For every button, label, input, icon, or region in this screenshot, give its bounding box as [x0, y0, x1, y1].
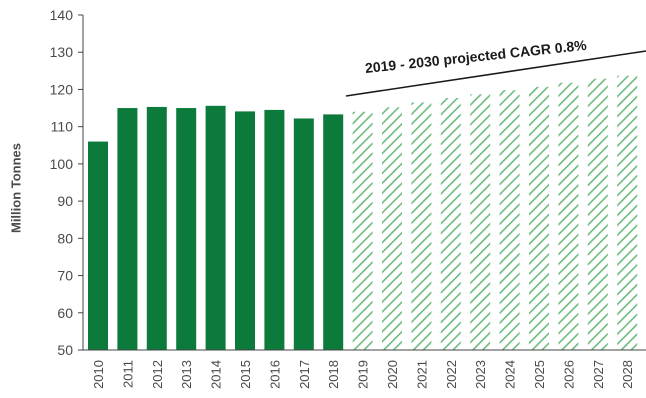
y-tick-label: 80 — [57, 230, 73, 246]
y-tick-label: 70 — [57, 268, 73, 284]
x-tick-label: 2016 — [267, 360, 282, 389]
y-axis: 50 60 70 80 90 100 110 120 130 140 — [50, 7, 84, 358]
bar-projected — [352, 111, 373, 351]
x-tick-label: 2018 — [326, 360, 341, 389]
bar-projected — [587, 78, 608, 351]
x-tick-label: 2024 — [503, 360, 518, 389]
bar-projected — [558, 82, 579, 350]
bar-projected — [499, 90, 520, 350]
x-tick-label: 2023 — [473, 360, 488, 389]
bar-projected — [470, 94, 491, 351]
x-tick-label: 2010 — [91, 360, 106, 389]
bar-projected — [382, 107, 402, 350]
cagr-trend-line — [345, 50, 646, 97]
bar-actual — [205, 105, 226, 350]
bar-projected — [440, 98, 461, 350]
x-tick-label: 2028 — [620, 360, 635, 389]
bar-actual — [235, 111, 255, 351]
x-tick-label: 2027 — [591, 360, 606, 389]
x-tick-label: 2017 — [297, 360, 312, 389]
y-tick-label: 50 — [57, 342, 73, 358]
y-tick-label: 130 — [50, 44, 74, 60]
x-tick-label: 2012 — [150, 360, 165, 389]
x-tick-label: 2013 — [179, 360, 194, 389]
x-tick-label: 2021 — [414, 360, 429, 389]
bar-actual — [117, 108, 138, 350]
bar-actual — [323, 114, 344, 350]
x-tick-label: 2022 — [444, 360, 459, 389]
y-tick-label: 100 — [50, 156, 74, 172]
y-tick-label: 120 — [50, 81, 74, 97]
bars — [88, 75, 638, 351]
bar-actual — [88, 141, 108, 350]
bar-actual — [264, 109, 285, 351]
y-tick-label: 140 — [50, 7, 74, 23]
bar-actual — [146, 106, 167, 350]
y-tick-label: 60 — [57, 305, 73, 321]
bar-projected — [529, 86, 549, 350]
x-tick-label: 2020 — [385, 360, 400, 389]
bar-actual — [176, 108, 197, 350]
x-axis: 2010 2011 2012 2013 2014 2015 2016 2017 2018 2019… — [83, 349, 646, 389]
x-tick-label: 2014 — [209, 360, 224, 389]
bar-projected — [411, 102, 432, 350]
bar-projected — [617, 75, 638, 350]
x-tick-label: 2019 — [356, 360, 371, 389]
bar-actual — [293, 118, 314, 350]
y-tick-label: 110 — [51, 119, 74, 135]
x-tick-label: 2015 — [238, 360, 253, 389]
y-tick-label: 90 — [57, 193, 73, 209]
x-tick-label: 2011 — [120, 360, 135, 388]
x-tick-label: 2026 — [561, 360, 576, 389]
y-axis-label: Million Tonnes — [8, 142, 24, 234]
x-tick-label: 2025 — [532, 360, 547, 389]
